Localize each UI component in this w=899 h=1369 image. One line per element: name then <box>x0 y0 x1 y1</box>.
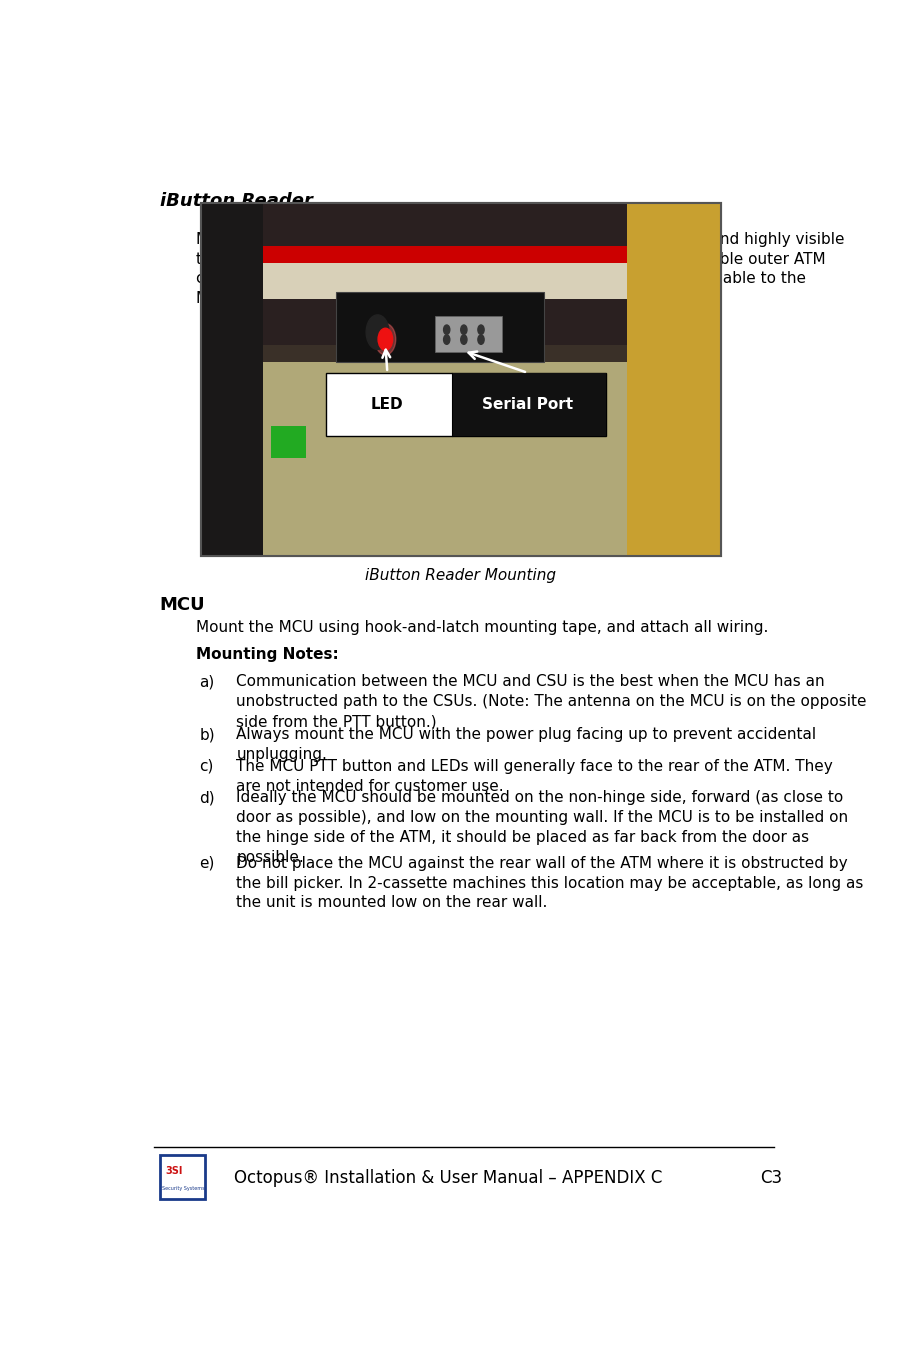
Bar <box>263 363 628 556</box>
Text: C3: C3 <box>761 1169 782 1187</box>
Circle shape <box>443 324 450 334</box>
Bar <box>200 203 721 556</box>
Text: iButton Reader Mounting: iButton Reader Mounting <box>365 568 556 583</box>
Text: Serial Port: Serial Port <box>482 397 574 412</box>
Text: 3SI: 3SI <box>165 1165 182 1176</box>
Text: Security Systems: Security Systems <box>162 1186 204 1191</box>
Text: c): c) <box>200 758 214 773</box>
Bar <box>271 426 307 457</box>
Bar <box>200 203 263 556</box>
Bar <box>435 316 503 352</box>
Text: d): d) <box>200 790 215 805</box>
Text: Always mount the MCU with the power plug facing up to prevent accidental
unplugg: Always mount the MCU with the power plug… <box>236 727 816 763</box>
Bar <box>160 1155 205 1199</box>
Bar <box>263 263 628 298</box>
Text: b): b) <box>200 727 215 742</box>
Text: Ideally the MCU should be mounted on the non-hinge side, forward (as close to
do: Ideally the MCU should be mounted on the… <box>236 790 849 865</box>
Text: a): a) <box>200 675 215 690</box>
Text: Octopus® Installation & User Manual – APPENDIX C: Octopus® Installation & User Manual – AP… <box>235 1169 663 1187</box>
Text: Mount the iButton Reader module in a place that is easy to access and highly vis: Mount the iButton Reader module in a pla… <box>196 231 844 307</box>
Bar <box>263 245 628 263</box>
Circle shape <box>443 335 450 345</box>
Circle shape <box>378 329 393 350</box>
Bar <box>200 203 721 556</box>
Circle shape <box>366 315 389 349</box>
Bar <box>325 372 606 437</box>
Bar <box>452 372 606 437</box>
Text: LED: LED <box>371 397 404 412</box>
Text: The MCU PTT button and LEDs will generally face to the rear of the ATM. They
are: The MCU PTT button and LEDs will general… <box>236 758 833 794</box>
Text: Mounting Notes:: Mounting Notes: <box>196 648 339 663</box>
Circle shape <box>478 324 485 334</box>
Bar <box>200 203 721 345</box>
Text: Mount the MCU using hook-and-latch mounting tape, and attach all wiring.: Mount the MCU using hook-and-latch mount… <box>196 620 769 635</box>
Bar <box>628 203 721 556</box>
Circle shape <box>375 323 396 355</box>
Bar <box>336 292 544 363</box>
Text: MCU: MCU <box>160 597 205 615</box>
Text: Communication between the MCU and CSU is the best when the MCU has an
unobstruct: Communication between the MCU and CSU is… <box>236 675 867 730</box>
Text: iButton Reader: iButton Reader <box>160 192 313 209</box>
Circle shape <box>478 335 485 345</box>
Circle shape <box>460 335 467 345</box>
Circle shape <box>460 324 467 334</box>
Text: Do not place the MCU against the rear wall of the ATM where it is obstructed by
: Do not place the MCU against the rear wa… <box>236 856 864 910</box>
Text: e): e) <box>200 856 215 871</box>
